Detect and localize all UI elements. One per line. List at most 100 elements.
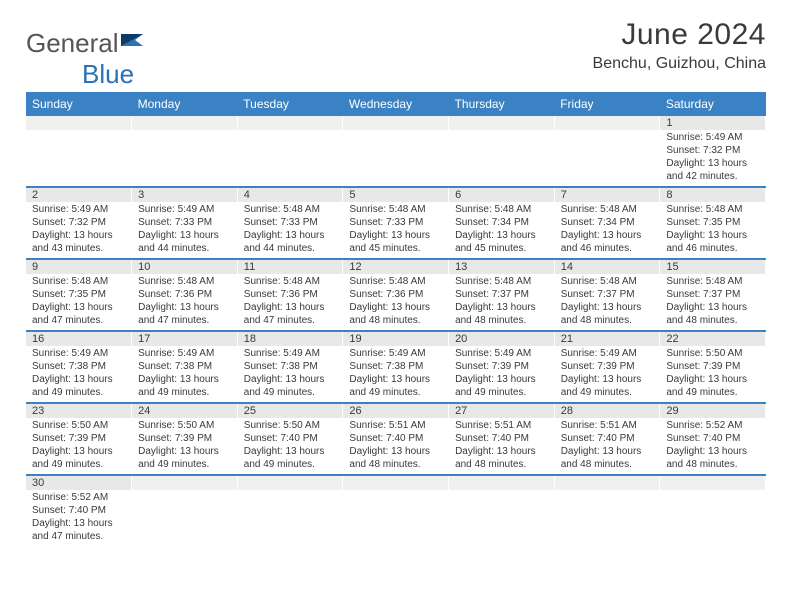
daylight-line: Daylight: 13 hours and 49 minutes. — [455, 374, 536, 398]
week-num-row: 9101112131415 — [26, 259, 766, 274]
day-number-cell: 26 — [343, 403, 449, 418]
sunset-line: Sunset: 7:32 PM — [666, 145, 740, 156]
day-number-cell: 30 — [26, 475, 132, 490]
daylight-line: Daylight: 13 hours and 49 minutes. — [138, 446, 219, 470]
day-number-cell: 13 — [449, 259, 555, 274]
day-info-cell: Sunrise: 5:49 AMSunset: 7:38 PMDaylight:… — [343, 346, 449, 403]
day-number-cell: 3 — [132, 187, 238, 202]
day-info-cell: Sunrise: 5:48 AMSunset: 7:37 PMDaylight:… — [449, 274, 555, 331]
day-info-cell: Sunrise: 5:48 AMSunset: 7:34 PMDaylight:… — [449, 202, 555, 259]
sunset-line: Sunset: 7:39 PM — [32, 433, 106, 444]
day-number-cell: 27 — [449, 403, 555, 418]
daylight-line: Daylight: 13 hours and 48 minutes. — [349, 446, 430, 470]
day-info-cell: Sunrise: 5:49 AMSunset: 7:39 PMDaylight:… — [449, 346, 555, 403]
daylight-line: Daylight: 13 hours and 46 minutes. — [666, 230, 747, 254]
day-number-cell: 4 — [237, 187, 343, 202]
sunset-line: Sunset: 7:40 PM — [244, 433, 318, 444]
week-num-row: 2345678 — [26, 187, 766, 202]
page-subtitle: Benchu, Guizhou, China — [593, 55, 766, 73]
day-info-cell: Sunrise: 5:49 AMSunset: 7:32 PMDaylight:… — [660, 130, 766, 187]
sunrise-line: Sunrise: 5:51 AM — [561, 420, 637, 431]
daylight-line: Daylight: 13 hours and 45 minutes. — [349, 230, 430, 254]
day-number-cell — [237, 475, 343, 490]
day-info-cell — [237, 490, 343, 546]
calendar-table: Sunday Monday Tuesday Wednesday Thursday… — [26, 92, 766, 546]
week-num-row: 1 — [26, 116, 766, 130]
sunrise-line: Sunrise: 5:52 AM — [666, 420, 742, 431]
sunset-line: Sunset: 7:40 PM — [32, 505, 106, 516]
page-title: June 2024 — [593, 18, 766, 52]
day-number-cell: 8 — [660, 187, 766, 202]
sunrise-line: Sunrise: 5:49 AM — [349, 348, 425, 359]
sunset-line: Sunset: 7:38 PM — [138, 361, 212, 372]
col-header: Tuesday — [237, 92, 343, 116]
day-info-cell: Sunrise: 5:52 AMSunset: 7:40 PMDaylight:… — [660, 418, 766, 475]
sunset-line: Sunset: 7:36 PM — [244, 289, 318, 300]
day-number-cell — [132, 116, 238, 130]
day-info-cell — [554, 130, 660, 187]
day-number-cell: 5 — [343, 187, 449, 202]
day-info-cell: Sunrise: 5:48 AMSunset: 7:37 PMDaylight:… — [554, 274, 660, 331]
sunset-line: Sunset: 7:32 PM — [32, 217, 106, 228]
day-number-cell: 14 — [554, 259, 660, 274]
daylight-line: Daylight: 13 hours and 44 minutes. — [138, 230, 219, 254]
sunrise-line: Sunrise: 5:50 AM — [666, 348, 742, 359]
day-number-cell — [237, 116, 343, 130]
week-num-row: 16171819202122 — [26, 331, 766, 346]
sunrise-line: Sunrise: 5:49 AM — [32, 348, 108, 359]
day-number-cell — [660, 475, 766, 490]
sunrise-line: Sunrise: 5:48 AM — [138, 276, 214, 287]
daylight-line: Daylight: 13 hours and 49 minutes. — [244, 374, 325, 398]
col-header: Sunday — [26, 92, 132, 116]
sunrise-line: Sunrise: 5:49 AM — [138, 204, 214, 215]
sunrise-line: Sunrise: 5:48 AM — [455, 276, 531, 287]
day-number-cell — [449, 475, 555, 490]
daylight-line: Daylight: 13 hours and 48 minutes. — [455, 302, 536, 326]
sunrise-line: Sunrise: 5:49 AM — [244, 348, 320, 359]
day-info-cell: Sunrise: 5:48 AMSunset: 7:33 PMDaylight:… — [343, 202, 449, 259]
day-number-cell: 1 — [660, 116, 766, 130]
day-number-cell: 15 — [660, 259, 766, 274]
sunrise-line: Sunrise: 5:48 AM — [349, 276, 425, 287]
day-info-cell: Sunrise: 5:48 AMSunset: 7:35 PMDaylight:… — [26, 274, 132, 331]
brand-text-general: General — [26, 28, 119, 58]
day-number-cell: 24 — [132, 403, 238, 418]
day-info-cell: Sunrise: 5:52 AMSunset: 7:40 PMDaylight:… — [26, 490, 132, 546]
day-number-cell: 12 — [343, 259, 449, 274]
day-number-cell — [343, 475, 449, 490]
col-header: Wednesday — [343, 92, 449, 116]
day-number-cell: 2 — [26, 187, 132, 202]
week-info-row: Sunrise: 5:50 AMSunset: 7:39 PMDaylight:… — [26, 418, 766, 475]
day-info-cell: Sunrise: 5:48 AMSunset: 7:36 PMDaylight:… — [132, 274, 238, 331]
day-number-cell: 11 — [237, 259, 343, 274]
daylight-line: Daylight: 13 hours and 49 minutes. — [138, 374, 219, 398]
sunrise-line: Sunrise: 5:48 AM — [666, 204, 742, 215]
sunrise-line: Sunrise: 5:51 AM — [455, 420, 531, 431]
day-info-cell: Sunrise: 5:51 AMSunset: 7:40 PMDaylight:… — [449, 418, 555, 475]
sunset-line: Sunset: 7:36 PM — [138, 289, 212, 300]
day-number-cell: 25 — [237, 403, 343, 418]
daylight-line: Daylight: 13 hours and 47 minutes. — [244, 302, 325, 326]
brand-text-blue: Blue — [82, 59, 134, 89]
day-info-cell: Sunrise: 5:48 AMSunset: 7:33 PMDaylight:… — [237, 202, 343, 259]
col-header: Saturday — [660, 92, 766, 116]
day-number-cell: 18 — [237, 331, 343, 346]
daylight-line: Daylight: 13 hours and 45 minutes. — [455, 230, 536, 254]
week-info-row: Sunrise: 5:49 AM Sunset: 7:32 PM Daylight:… — [26, 202, 766, 259]
week-num-row: 23242526272829 — [26, 403, 766, 418]
day-info-cell: Sunrise: 5:49 AMSunset: 7:33 PMDaylight:… — [132, 202, 238, 259]
sunset-line: Sunset: 7:40 PM — [455, 433, 529, 444]
daylight-line: Daylight: 13 hours and 49 minutes. — [32, 446, 113, 470]
day-number-cell — [554, 116, 660, 130]
week-num-row: 30 — [26, 475, 766, 490]
day-number-cell: 9 — [26, 259, 132, 274]
week-info-row: Sunrise: 5:48 AMSunset: 7:35 PMDaylight:… — [26, 274, 766, 331]
sunset-line: Sunset: 7:40 PM — [666, 433, 740, 444]
sunrise-line: Sunrise: 5:51 AM — [349, 420, 425, 431]
day-info-cell: Sunrise: 5:50 AMSunset: 7:39 PMDaylight:… — [132, 418, 238, 475]
week-info-row: Sunrise: 5:52 AMSunset: 7:40 PMDaylight:… — [26, 490, 766, 546]
col-header: Monday — [132, 92, 238, 116]
sunrise-line: Sunrise: 5:49 AM — [138, 348, 214, 359]
week-info-row: Sunrise: 5:49 AM Sunset: 7:38 PM Daylight:… — [26, 346, 766, 403]
day-number-cell — [449, 116, 555, 130]
